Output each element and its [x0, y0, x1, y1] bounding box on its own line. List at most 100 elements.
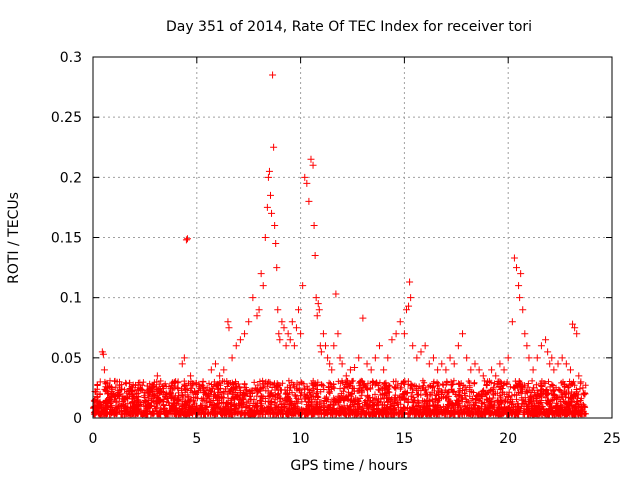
data-point [471, 360, 479, 368]
data-point [96, 378, 104, 386]
y-tick-label: 0.3 [60, 50, 82, 66]
data-point [454, 342, 462, 350]
data-point [269, 71, 277, 79]
data-point [199, 378, 207, 386]
data-point [170, 384, 178, 392]
data-point [516, 294, 524, 302]
data-point [288, 318, 296, 326]
data-point [257, 270, 265, 278]
data-point [544, 348, 552, 356]
data-point [577, 378, 585, 386]
data-point [332, 290, 340, 298]
data-point [388, 336, 396, 344]
data-point [496, 360, 504, 368]
chart-title: Day 351 of 2014, Rate Of TEC Index for r… [166, 19, 532, 35]
data-point [137, 385, 145, 393]
grid-lines [93, 57, 612, 418]
data-point [272, 240, 280, 248]
data-point [228, 354, 236, 362]
data-point [99, 350, 107, 358]
data-point [434, 366, 442, 374]
data-point [195, 380, 203, 388]
data-point [463, 354, 471, 362]
data-point [475, 366, 483, 374]
data-point [510, 254, 518, 262]
data-point [220, 366, 228, 374]
data-point [174, 378, 182, 386]
data-point [409, 342, 417, 350]
data-point [367, 366, 375, 374]
data-point [153, 372, 161, 380]
data-point [521, 330, 529, 338]
x-tick-label: 20 [499, 431, 517, 447]
x-tick-labels: 0 5 10 15 20 25 [89, 431, 621, 447]
data-point [133, 390, 141, 398]
data-point [515, 282, 523, 290]
data-point [225, 324, 233, 332]
data-point [400, 330, 408, 338]
data-point [513, 264, 521, 272]
y-tick-label: 0.15 [51, 231, 82, 247]
data-point [100, 366, 108, 374]
data-point [305, 197, 313, 205]
data-point [271, 221, 279, 229]
data-point [546, 360, 554, 368]
data-point [275, 330, 283, 338]
data-point [554, 360, 562, 368]
data-point [359, 314, 367, 322]
data-point [330, 342, 338, 350]
data-point [322, 342, 330, 350]
data-point [268, 209, 276, 217]
data-point [108, 384, 116, 392]
data-point [319, 330, 327, 338]
data-point [492, 372, 500, 380]
y-tick-label: 0.05 [51, 351, 82, 367]
data-point [301, 173, 309, 181]
data-point [351, 363, 359, 371]
data-point [519, 306, 527, 314]
data-point [187, 372, 195, 380]
data-point [417, 348, 425, 356]
data-point [303, 179, 311, 187]
data-point [116, 390, 124, 398]
data-point [446, 354, 454, 362]
data-point [579, 384, 587, 392]
data-point [180, 354, 188, 362]
x-tick-label: 0 [89, 431, 98, 447]
data-point [145, 389, 153, 397]
data-point [525, 354, 533, 362]
background-noise-band [90, 377, 589, 418]
data-point [537, 342, 545, 350]
data-point [292, 324, 300, 332]
data-point [575, 372, 583, 380]
data-point [396, 318, 404, 326]
data-point [571, 324, 579, 332]
data-point [259, 282, 267, 290]
data-point [479, 372, 487, 380]
noise-band-marks [90, 377, 589, 418]
data-point [295, 306, 303, 314]
data-point [429, 354, 437, 362]
data-points [91, 71, 589, 404]
data-point [282, 342, 290, 350]
data-point [245, 318, 253, 326]
data-point [562, 360, 570, 368]
data-point [402, 306, 410, 314]
data-point [533, 354, 541, 362]
data-point [342, 372, 350, 380]
data-point [120, 396, 128, 404]
x-tick-label: 10 [292, 431, 310, 447]
data-point [438, 360, 446, 368]
data-point [425, 360, 433, 368]
axis-ticks [92, 56, 613, 419]
data-point [183, 235, 191, 243]
data-point [442, 366, 450, 374]
x-axis-label: GPS time / hours [290, 458, 407, 474]
data-point [406, 278, 414, 286]
data-point [523, 342, 531, 350]
data-point [263, 203, 271, 211]
data-point [149, 391, 157, 399]
data-point [236, 336, 244, 344]
data-point [158, 388, 166, 396]
